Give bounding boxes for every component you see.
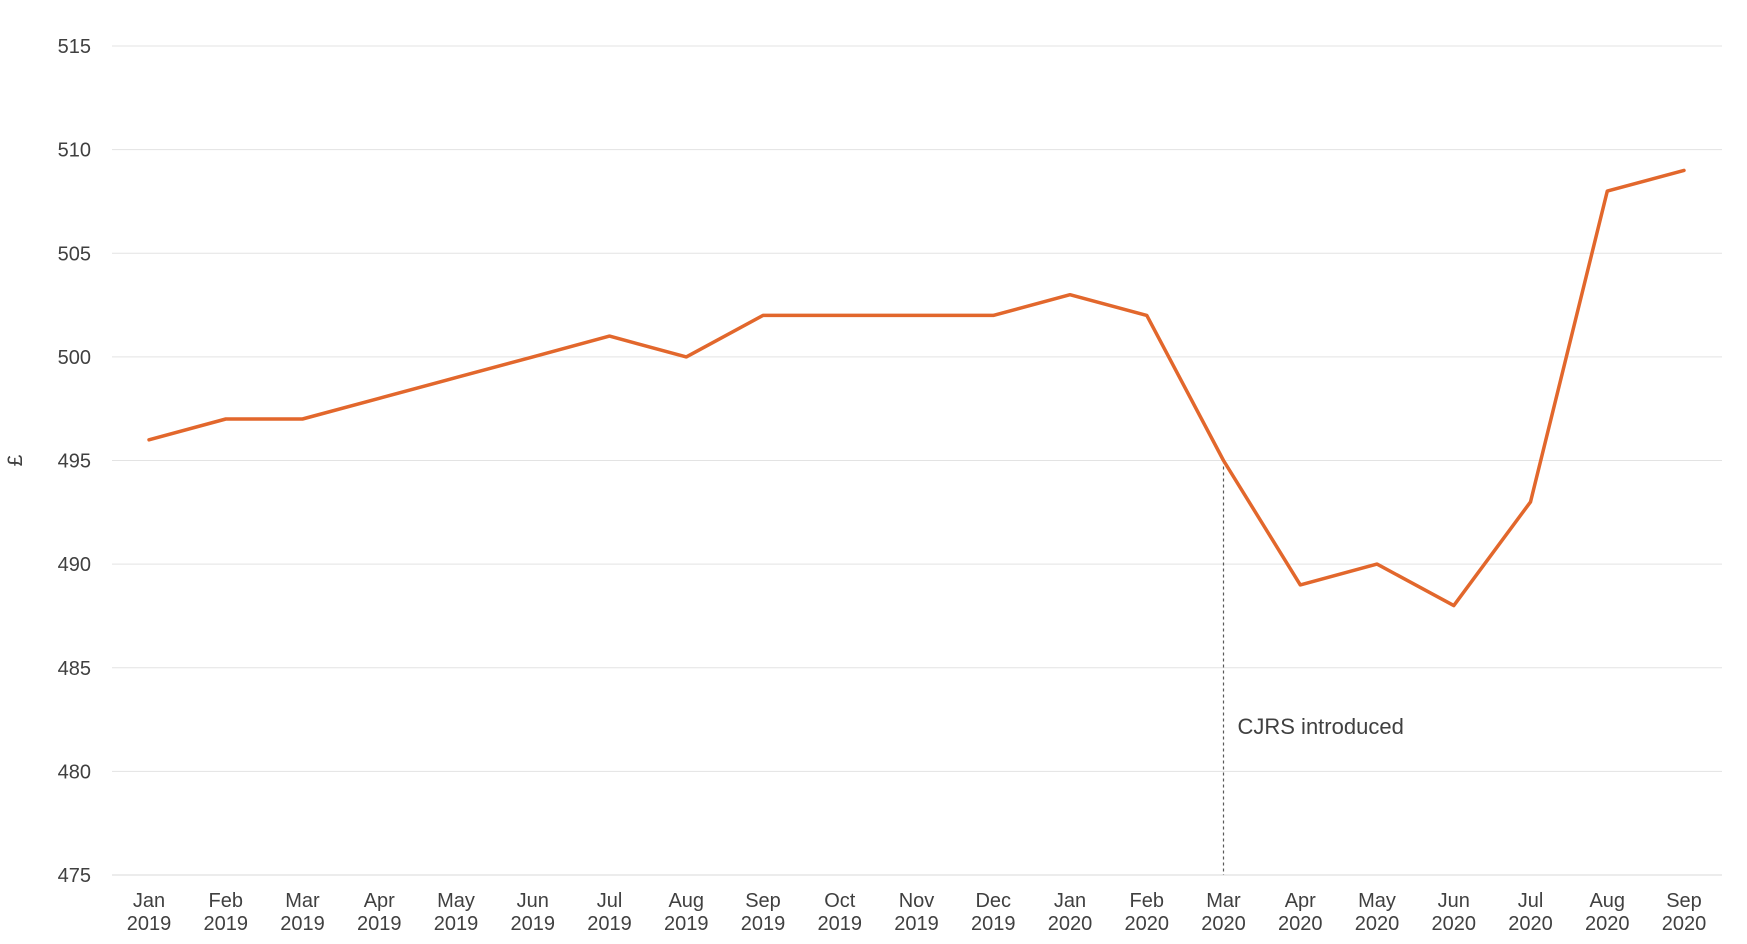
x-tick-label-year: 2020	[1278, 913, 1323, 935]
x-tick-label-year: 2019	[511, 913, 556, 935]
y-tick-label: 480	[58, 761, 91, 783]
x-tick-label-month: Apr	[364, 890, 395, 912]
annotation-text: CJRS introduced	[1238, 714, 1404, 739]
x-tick-label-year: 2020	[1508, 913, 1553, 935]
x-tick-label-month: Feb	[209, 890, 243, 912]
series-group	[147, 168, 1686, 608]
x-tick-label-month: Jul	[597, 890, 623, 912]
x-tick-label-month: Sep	[745, 890, 781, 912]
x-tick-label-month: Jan	[1054, 890, 1086, 912]
x-tick-label-month: Apr	[1285, 890, 1316, 912]
y-tick-label: 485	[58, 658, 91, 680]
x-tick-label-year: 2019	[664, 913, 709, 935]
x-tick-label-year: 2020	[1355, 913, 1400, 935]
x-tick-label-year: 2019	[971, 913, 1016, 935]
x-tick-label-month: Jun	[517, 890, 549, 912]
x-tick-label-month: May	[437, 890, 475, 912]
y-tick-label: 490	[58, 554, 91, 576]
x-tick-label-year: 2020	[1585, 913, 1630, 935]
y-tick-label: 505	[58, 243, 91, 265]
x-tick-label-month: Sep	[1666, 890, 1702, 912]
x-tick-label-month: Mar	[285, 890, 320, 912]
gridlines	[112, 45, 1722, 876]
x-tick-label-month: Aug	[668, 890, 704, 912]
y-tick-label: 515	[58, 36, 91, 58]
x-tick-label-year: 2019	[127, 913, 172, 935]
x-tick-label-month: Jan	[133, 890, 165, 912]
x-tick-label-year: 2019	[357, 913, 402, 935]
x-tick-label-year: 2020	[1125, 913, 1170, 935]
x-tick-label-year: 2019	[280, 913, 325, 935]
x-tick-label-month: Dec	[975, 890, 1011, 912]
annotation: CJRS introduced	[1222, 460, 1404, 875]
x-tick-label-year: 2020	[1432, 913, 1477, 935]
x-tick-label-year: 2020	[1048, 913, 1093, 935]
y-tick-label: 510	[58, 140, 91, 162]
x-tick-label-month: Jul	[1518, 890, 1544, 912]
y-axis-title: £	[4, 454, 27, 466]
x-tick-label-month: Nov	[899, 890, 935, 912]
y-axis-tick-labels: 475 480 485 490 495 500 505 510 515	[58, 36, 91, 887]
x-tick-label-month: Mar	[1206, 890, 1241, 912]
x-tick-label-year: 2020	[1201, 913, 1246, 935]
x-tick-label-year: 2019	[204, 913, 249, 935]
series-line	[147, 168, 1686, 608]
x-tick-label-year: 2019	[818, 913, 863, 935]
x-tick-label-month: Feb	[1130, 890, 1164, 912]
x-tick-label-month: Jun	[1438, 890, 1470, 912]
x-tick-label-month: Aug	[1589, 890, 1625, 912]
x-tick-label-year: 2019	[587, 913, 632, 935]
y-tick-label: 475	[58, 865, 91, 887]
y-tick-label: 495	[58, 451, 91, 473]
x-tick-label-year: 2019	[894, 913, 939, 935]
y-tick-label: 500	[58, 347, 91, 369]
x-tick-label-year: 2019	[741, 913, 786, 935]
x-tick-label-year: 2020	[1662, 913, 1707, 935]
x-tick-label-month: Oct	[824, 890, 856, 912]
x-axis-tick-labels: Jan2019Feb2019Mar2019Apr2019May2019Jun20…	[127, 890, 1707, 935]
x-tick-label-year: 2019	[434, 913, 479, 935]
x-tick-label-month: May	[1358, 890, 1396, 912]
